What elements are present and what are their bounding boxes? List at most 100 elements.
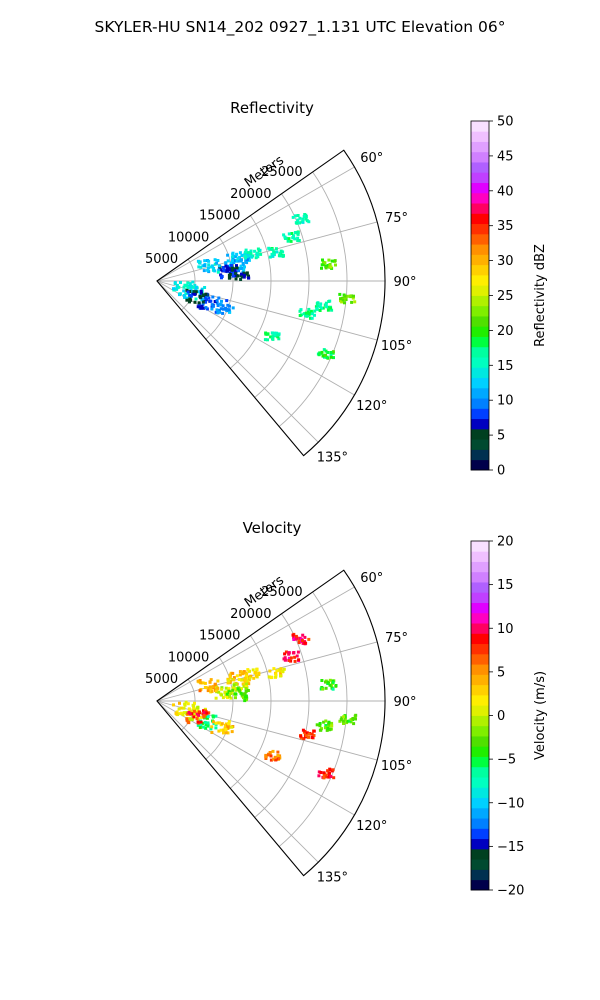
- echo-pixel: [197, 718, 201, 722]
- echo-pixel: [206, 689, 210, 693]
- colorbar-tick-label: 5: [497, 665, 505, 680]
- echo-pixel: [234, 682, 238, 686]
- echo-pixel: [301, 633, 305, 637]
- echo-pixel: [222, 307, 225, 311]
- echo-pixel: [239, 267, 243, 271]
- echo-pixel: [324, 349, 328, 353]
- colorbar-swatch: [471, 387, 489, 399]
- azimuth-gridline: [156, 221, 378, 282]
- echo-pixel: [216, 679, 220, 683]
- echo-pixel: [242, 268, 246, 272]
- echo-pixel: [351, 296, 355, 300]
- echo-pixel: [315, 302, 319, 306]
- echo-pixel: [283, 652, 287, 656]
- echo-pixel: [214, 696, 218, 700]
- echo-pixel: [216, 270, 220, 274]
- echo-pixel: [307, 312, 311, 315]
- echo-pixel: [235, 266, 239, 270]
- echo-pixel: [289, 239, 293, 243]
- echo-pixel: [228, 304, 231, 308]
- range-ring: [278, 171, 348, 427]
- colorbar-tick-label: 20: [497, 535, 514, 550]
- echo-pixel: [354, 713, 358, 717]
- echo-pixel: [244, 687, 248, 691]
- echo-pixel: [320, 679, 324, 682]
- echo-pixel: [199, 720, 203, 724]
- echo-pixel: [324, 724, 328, 727]
- echo-pixel: [236, 259, 240, 263]
- echo-pixel: [220, 722, 224, 726]
- azimuth-gridline: [156, 586, 355, 702]
- echo-pixel: [199, 289, 203, 293]
- echo-pixel: [182, 289, 186, 293]
- azimuth-tick-label: 135°: [317, 450, 348, 465]
- echo-pixel: [256, 255, 260, 259]
- echo-pixel: [343, 718, 347, 721]
- echo-pixel: [195, 706, 199, 710]
- echo-cell: [315, 719, 334, 732]
- colorbar-tick-label: −15: [497, 840, 524, 855]
- echo-pixel: [192, 709, 196, 713]
- echo-pixel: [275, 250, 279, 254]
- echo-pixel: [189, 284, 193, 288]
- echo-pixel: [201, 681, 205, 685]
- echo-pixel: [321, 306, 325, 310]
- echo-pixel: [249, 251, 253, 255]
- echo-pixel: [232, 676, 236, 680]
- echo-pixel: [268, 255, 272, 259]
- echo-pixel: [242, 696, 245, 700]
- echo-pixel: [204, 300, 208, 304]
- echo-pixel: [208, 685, 212, 689]
- echo-cell: [185, 709, 211, 725]
- echo-pixel: [340, 716, 344, 720]
- echo-pixel: [317, 770, 321, 774]
- echo-pixel: [196, 708, 200, 712]
- echo-pixel: [205, 298, 209, 302]
- colorbar-tick-label: 0: [497, 709, 505, 724]
- echo-pixel: [291, 215, 295, 219]
- echo-pixel: [304, 311, 308, 315]
- echo-pixel: [216, 259, 220, 262]
- echo-pixel: [203, 286, 207, 289]
- echo-pixel: [204, 726, 208, 730]
- echo-pixel: [237, 269, 241, 273]
- echo-pixel: [276, 754, 280, 757]
- echo-pixel: [229, 679, 232, 683]
- echo-cell: [298, 307, 317, 320]
- echo-pixel: [239, 264, 243, 268]
- colorbar-swatch: [471, 357, 489, 368]
- echo-pixel: [354, 717, 357, 721]
- echo-pixel: [264, 755, 268, 759]
- echo-pixel: [209, 678, 213, 682]
- echo-pixel: [228, 675, 232, 679]
- echo-pixel: [213, 269, 217, 273]
- echo-cell: [319, 678, 338, 691]
- echo-pixel: [301, 728, 305, 732]
- echo-pixel: [246, 251, 250, 255]
- echo-pixel: [186, 720, 190, 724]
- echo-pixel: [332, 776, 336, 780]
- echo-cell: [316, 348, 335, 360]
- echo-pixel: [322, 348, 326, 352]
- echo-pixel: [228, 276, 232, 280]
- colorbar-swatch: [471, 121, 489, 132]
- echo-pixel: [293, 659, 297, 663]
- echo-pixel: [303, 635, 307, 639]
- echo-pixel: [309, 309, 313, 313]
- echo-pixel: [270, 252, 274, 256]
- echo-pixel: [197, 301, 201, 305]
- echo-pixel: [192, 290, 196, 294]
- echo-cell: [243, 667, 261, 680]
- echo-pixel: [244, 694, 248, 698]
- echo-pixel: [324, 775, 328, 779]
- echo-pixel: [244, 682, 248, 686]
- echo-pixel: [199, 715, 203, 719]
- colorbar-swatch: [471, 182, 489, 194]
- echo-pixel: [282, 657, 286, 661]
- azimuth-tick-label: 75°: [385, 631, 408, 646]
- echo-cell: [338, 713, 358, 726]
- radial-tick-label: 10000: [168, 650, 209, 665]
- colorbar-swatch: [471, 879, 489, 891]
- colorbar-swatch: [471, 818, 489, 829]
- colorbar-swatch: [471, 295, 489, 307]
